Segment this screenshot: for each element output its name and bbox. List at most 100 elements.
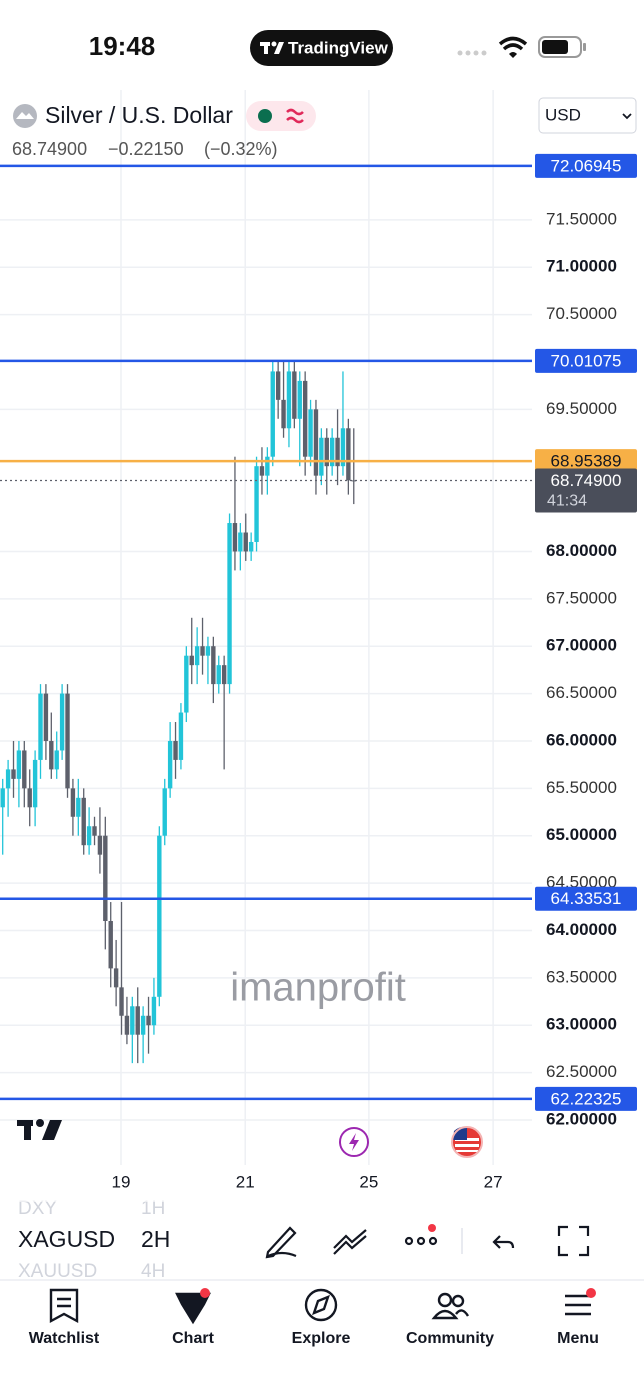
candle-body xyxy=(103,835,108,922)
price-label-box xyxy=(535,1086,637,1111)
nav-label[interactable]: Watchlist xyxy=(29,1330,100,1347)
draw-icon[interactable] xyxy=(265,1226,297,1259)
symbol-interval[interactable]: 1H xyxy=(141,1198,165,1219)
price-label: 68.95389 xyxy=(551,452,622,471)
candle-body xyxy=(27,788,32,808)
candle-body xyxy=(167,740,173,789)
nav-label[interactable]: Explore xyxy=(292,1330,351,1347)
candle-body xyxy=(32,759,38,808)
candle-body xyxy=(205,646,211,656)
nav-label[interactable]: Community xyxy=(406,1330,494,1347)
candle-body xyxy=(259,466,265,476)
candle-body xyxy=(59,693,65,751)
candle-body xyxy=(16,750,22,779)
market-icon xyxy=(286,108,304,124)
candle-body xyxy=(113,968,119,988)
symbol-name[interactable]: XAGUSD xyxy=(18,1226,115,1252)
y-tick-label: 65.50000 xyxy=(546,778,617,797)
y-tick-label: 66.50000 xyxy=(546,683,617,702)
candle-body xyxy=(227,523,232,685)
price-label: 72.06945 xyxy=(551,156,622,175)
symbol-icon-mark xyxy=(16,112,34,119)
candle-body xyxy=(211,646,216,685)
candle-body xyxy=(11,769,16,779)
menu-icon[interactable] xyxy=(565,1294,591,1316)
more-icon[interactable] xyxy=(404,1236,438,1246)
current-price-box xyxy=(535,468,637,513)
symbol-interval[interactable]: 4H xyxy=(141,1261,165,1282)
candle-body xyxy=(243,532,248,552)
y-tick-label: 68.00000 xyxy=(546,541,617,560)
candle-body xyxy=(265,456,270,476)
candle-body xyxy=(302,380,308,457)
candle-body xyxy=(97,835,103,855)
candle-body xyxy=(189,655,194,666)
candle-body xyxy=(221,665,227,685)
nav-label[interactable]: Menu xyxy=(557,1330,599,1347)
candle-body xyxy=(286,371,292,429)
candle-body xyxy=(54,750,59,770)
fullscreen-icon[interactable] xyxy=(557,1225,590,1257)
candle-body xyxy=(238,532,243,552)
candle-body xyxy=(38,693,43,760)
watermark: imanprofit xyxy=(230,966,406,1010)
app-pill xyxy=(250,30,393,66)
explore-icon[interactable] xyxy=(304,1288,338,1322)
chart-icon[interactable] xyxy=(175,1292,211,1325)
candle-body xyxy=(194,646,200,666)
candle-body xyxy=(5,769,11,789)
nav-icons xyxy=(49,1288,591,1325)
us-flag-button[interactable] xyxy=(451,1126,483,1158)
status-time: 19:48 xyxy=(89,31,156,61)
header-price: 68.74900 xyxy=(12,139,87,159)
header-change: −0.22150 xyxy=(108,139,184,159)
symbol-name[interactable]: DXY xyxy=(18,1198,57,1219)
symbol-name[interactable]: XAUUSD xyxy=(18,1261,97,1282)
status-icons xyxy=(457,36,586,58)
lines-icon[interactable] xyxy=(333,1229,367,1255)
candle-body xyxy=(346,428,351,481)
candle-body xyxy=(216,665,221,685)
price-label-box xyxy=(535,886,637,911)
status-pill xyxy=(246,101,316,131)
nav-label[interactable]: Chart xyxy=(172,1330,214,1347)
lightning-icon xyxy=(349,1133,359,1151)
y-tick-label: 71.50000 xyxy=(546,209,617,228)
candle-body xyxy=(270,371,275,457)
currency: USD xyxy=(545,105,581,124)
y-tick-label: 66.00000 xyxy=(546,730,617,749)
candle-body xyxy=(254,466,259,542)
candle-body xyxy=(319,437,324,476)
y-tick-label: 65.00000 xyxy=(546,825,617,844)
candle-body xyxy=(178,712,184,760)
candle-body xyxy=(157,835,162,997)
candle-body xyxy=(151,996,157,1026)
candle-body xyxy=(297,380,302,419)
undo-icon[interactable] xyxy=(492,1235,515,1249)
price-label-box xyxy=(535,348,637,373)
candle-body xyxy=(200,646,205,656)
y-tick-label: 62.50000 xyxy=(546,1062,617,1081)
candle-body xyxy=(173,740,178,760)
current-price-label: 68.74900 xyxy=(551,471,622,490)
toolbar-icons xyxy=(265,1225,590,1259)
candle-body xyxy=(86,826,92,846)
candle-body xyxy=(275,371,281,400)
market-dot xyxy=(258,109,272,123)
currency-caret xyxy=(622,113,632,120)
candle-body xyxy=(340,428,346,467)
watchlist-icon[interactable] xyxy=(49,1288,79,1324)
price-label: 62.22325 xyxy=(551,1089,622,1108)
community-icon[interactable] xyxy=(431,1292,470,1320)
toolbar: DXY 1H XAGUSD 2H XAUUSD 4H xyxy=(0,1196,200,1282)
x-tick-label: 21 xyxy=(236,1172,255,1191)
explore-needle xyxy=(312,1294,330,1316)
symbol-interval[interactable]: 2H xyxy=(141,1226,170,1252)
x-tick-label: 19 xyxy=(112,1172,131,1191)
currency-select[interactable] xyxy=(538,97,637,134)
candle-body xyxy=(119,987,124,1016)
header-change-percent: (−0.32%) xyxy=(204,139,278,159)
candle-body xyxy=(281,399,286,429)
toolbar-fade xyxy=(0,1196,200,1202)
